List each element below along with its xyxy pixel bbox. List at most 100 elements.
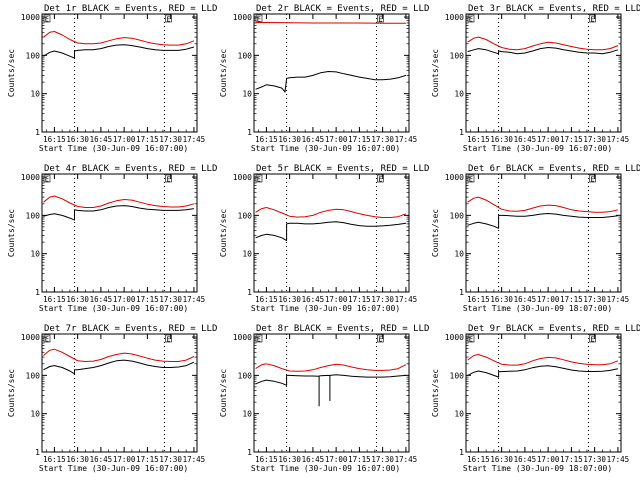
x-tick-label: 16:30 (278, 295, 301, 304)
y-tick-label: 10 (30, 410, 40, 419)
x-tick-label: 17:30 (371, 295, 394, 304)
events-series-line (467, 365, 619, 378)
y-tick-label: 1 (35, 128, 40, 137)
x-tick-label: 17:30 (159, 295, 182, 304)
x-tick-label: 16:15 (467, 295, 490, 304)
y-tick-label: 10 (242, 250, 252, 259)
event-marker-label: E (378, 15, 382, 23)
event-marker-box (377, 334, 384, 343)
y-tick-label: 1000 (445, 13, 464, 22)
y-tick-label: 1 (247, 128, 252, 137)
event-marker-label: E (166, 335, 170, 343)
lld-series-line (43, 195, 195, 208)
x-tick-label: 17:15 (136, 295, 159, 304)
x-tick-label: 16:45 (90, 455, 113, 464)
x-tick-label: 17:45 (607, 455, 630, 464)
event-marker-label: E (590, 15, 594, 23)
x-tick-label: 17:15 (348, 135, 371, 144)
event-marker-label: E (469, 175, 473, 183)
y-tick-label: 100 (450, 211, 465, 220)
lld-series-line (467, 36, 619, 51)
x-axis-label: Start Time (30-Jun-09 16:07:00) (39, 464, 188, 473)
plot-title: Det 4r BLACK = Events, RED = LLD (44, 164, 217, 174)
plot-frame (465, 333, 622, 453)
x-tick-label: 17:00 (113, 135, 136, 144)
x-tick-label: 17:30 (583, 135, 606, 144)
x-tick-label: 16:45 (90, 135, 113, 144)
x-tick-label: 17:30 (371, 455, 394, 464)
event-marker-label: E (45, 175, 49, 183)
event-marker-box (165, 14, 172, 23)
y-tick-label: 100 (450, 51, 465, 60)
event-marker-label: E (378, 335, 382, 343)
x-tick-label: 16:30 (490, 135, 513, 144)
event-marker-label: E (45, 335, 49, 343)
plot-frame (253, 13, 410, 133)
x-tick-label: 17:45 (607, 135, 630, 144)
x-tick-label: 17:00 (537, 295, 560, 304)
x-tick-label: 16:30 (278, 455, 301, 464)
y-tick-label: 100 (238, 51, 253, 60)
y-axis-label: Counts/sec (7, 369, 16, 417)
events-series-line (255, 71, 407, 93)
y-tick-label: 100 (26, 371, 41, 380)
x-axis-label: Start Time (30-Jun-09 16:07:00) (251, 464, 400, 473)
plot-frame (253, 333, 410, 453)
event-marker-box (589, 14, 596, 23)
x-tick-label: 17:00 (537, 455, 560, 464)
lld-series-line (467, 354, 619, 366)
event-marker-label: E (257, 175, 261, 183)
lld-series-line (255, 207, 407, 218)
y-tick-label: 100 (26, 211, 41, 220)
y-tick-label: 1000 (445, 333, 464, 342)
x-tick-label: 16:30 (490, 455, 513, 464)
plot-title: Det 1r BLACK = Events, RED = LLD (44, 4, 217, 14)
x-tick-label: 17:00 (113, 295, 136, 304)
x-tick-label: 16:15 (255, 135, 278, 144)
x-tick-label: 17:00 (325, 295, 348, 304)
x-tick-label: 16:45 (90, 295, 113, 304)
events-series-line (467, 47, 619, 55)
lld-series-line (43, 348, 195, 362)
plot-frame (41, 13, 198, 133)
x-tick-label: 17:30 (159, 135, 182, 144)
event-marker-label: E (590, 175, 594, 183)
lld-series-line (255, 363, 407, 372)
y-tick-label: 10 (454, 250, 464, 259)
y-tick-label: 1 (247, 288, 252, 297)
events-series-line (255, 221, 406, 242)
lld-series-line (467, 196, 619, 213)
event-marker-box (377, 174, 384, 183)
lld-series-line (255, 22, 406, 24)
event-marker-label: E (257, 335, 261, 343)
y-tick-label: 1 (459, 448, 464, 457)
x-tick-label: 17:15 (560, 295, 583, 304)
y-axis-label: Counts/sec (431, 49, 440, 97)
plot-title: Det 3r BLACK = Events, RED = LLD (468, 4, 640, 14)
plot-title: Det 8r BLACK = Events, RED = LLD (256, 324, 429, 334)
y-axis-label: Counts/sec (7, 209, 16, 257)
x-tick-label: 17:45 (183, 295, 206, 304)
x-tick-label: 16:15 (255, 455, 278, 464)
x-tick-label: 16:15 (43, 295, 66, 304)
x-tick-label: 17:30 (371, 135, 394, 144)
event-marker-label: E (590, 335, 594, 343)
x-axis-label: Start Time (30-Jun-09 16:07:00) (463, 144, 612, 153)
y-tick-label: 100 (450, 371, 465, 380)
y-axis-label: Counts/sec (219, 369, 228, 417)
x-axis-label: Start Time (30-Jun-09 16:07:00) (39, 144, 188, 153)
y-tick-label: 1000 (233, 173, 252, 182)
event-marker-label: E (45, 15, 49, 23)
x-axis-label: Start Time (30-Jun-09 18:07:00) (463, 304, 612, 313)
x-tick-label: 16:15 (467, 455, 490, 464)
event-marker-label: E (469, 335, 473, 343)
x-tick-label: 16:30 (66, 135, 89, 144)
event-marker-label: E (378, 175, 382, 183)
x-tick-label: 16:15 (467, 135, 490, 144)
x-tick-label: 16:45 (302, 455, 325, 464)
x-tick-label: 16:45 (302, 135, 325, 144)
x-tick-label: 17:15 (136, 455, 159, 464)
